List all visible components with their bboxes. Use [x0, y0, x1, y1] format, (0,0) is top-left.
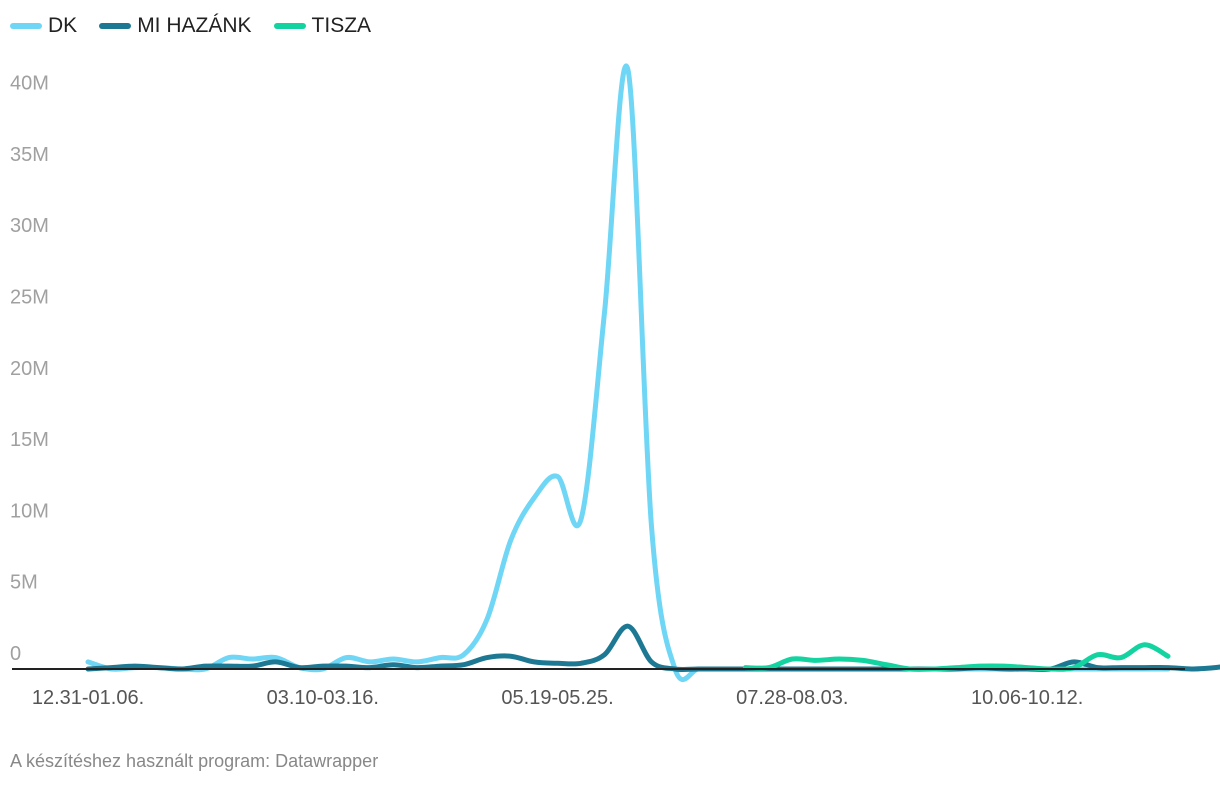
x-tick-label: 03.10-03.16.: [267, 687, 379, 709]
y-tick-label: 0: [10, 643, 21, 665]
legend-swatch: [99, 23, 132, 29]
chart-legend: DK MI HAZÁNK TISZA: [10, 14, 371, 38]
series-line: [742, 642, 1171, 672]
x-axis-ticks: 12.31-01.06. 03.10-03.16. 05.19-05.25. 07.2…: [32, 687, 1083, 709]
y-tick-label: 35M: [10, 144, 49, 166]
y-tick-label: 10M: [10, 500, 49, 522]
x-tick-label: 05.19-05.25.: [501, 687, 613, 709]
y-tick-label: 25M: [10, 286, 49, 308]
y-tick-label: 15M: [10, 429, 49, 451]
source-credit: A készítéshez használt program: Datawrap…: [10, 751, 379, 771]
legend-label: DK: [48, 14, 78, 37]
series-line: [85, 623, 1220, 673]
x-tick-label: 10.06-10.12.: [971, 687, 1083, 709]
legend-item: TISZA: [273, 14, 372, 38]
y-axis-ticks: 0 5M 10M 15M 20M 25M 30M 35M 40M: [10, 73, 49, 665]
legend-label: TISZA: [311, 14, 372, 37]
x-tick-label: 12.31-01.06.: [32, 687, 144, 709]
x-tick-label: 07.28-08.03.: [736, 687, 848, 709]
legend-label: MI HAZÁNK: [137, 14, 252, 37]
series-line: [85, 63, 1171, 682]
legend-item: MI HAZÁNK: [99, 14, 252, 38]
legend-item: DK: [10, 14, 77, 38]
series-lines: [85, 63, 1220, 682]
y-tick-label: 5M: [10, 572, 38, 594]
y-tick-label: 30M: [10, 215, 49, 237]
legend-swatch: [273, 23, 306, 29]
y-tick-label: 20M: [10, 358, 49, 380]
y-tick-label: 40M: [10, 73, 49, 95]
legend-swatch: [10, 23, 42, 29]
